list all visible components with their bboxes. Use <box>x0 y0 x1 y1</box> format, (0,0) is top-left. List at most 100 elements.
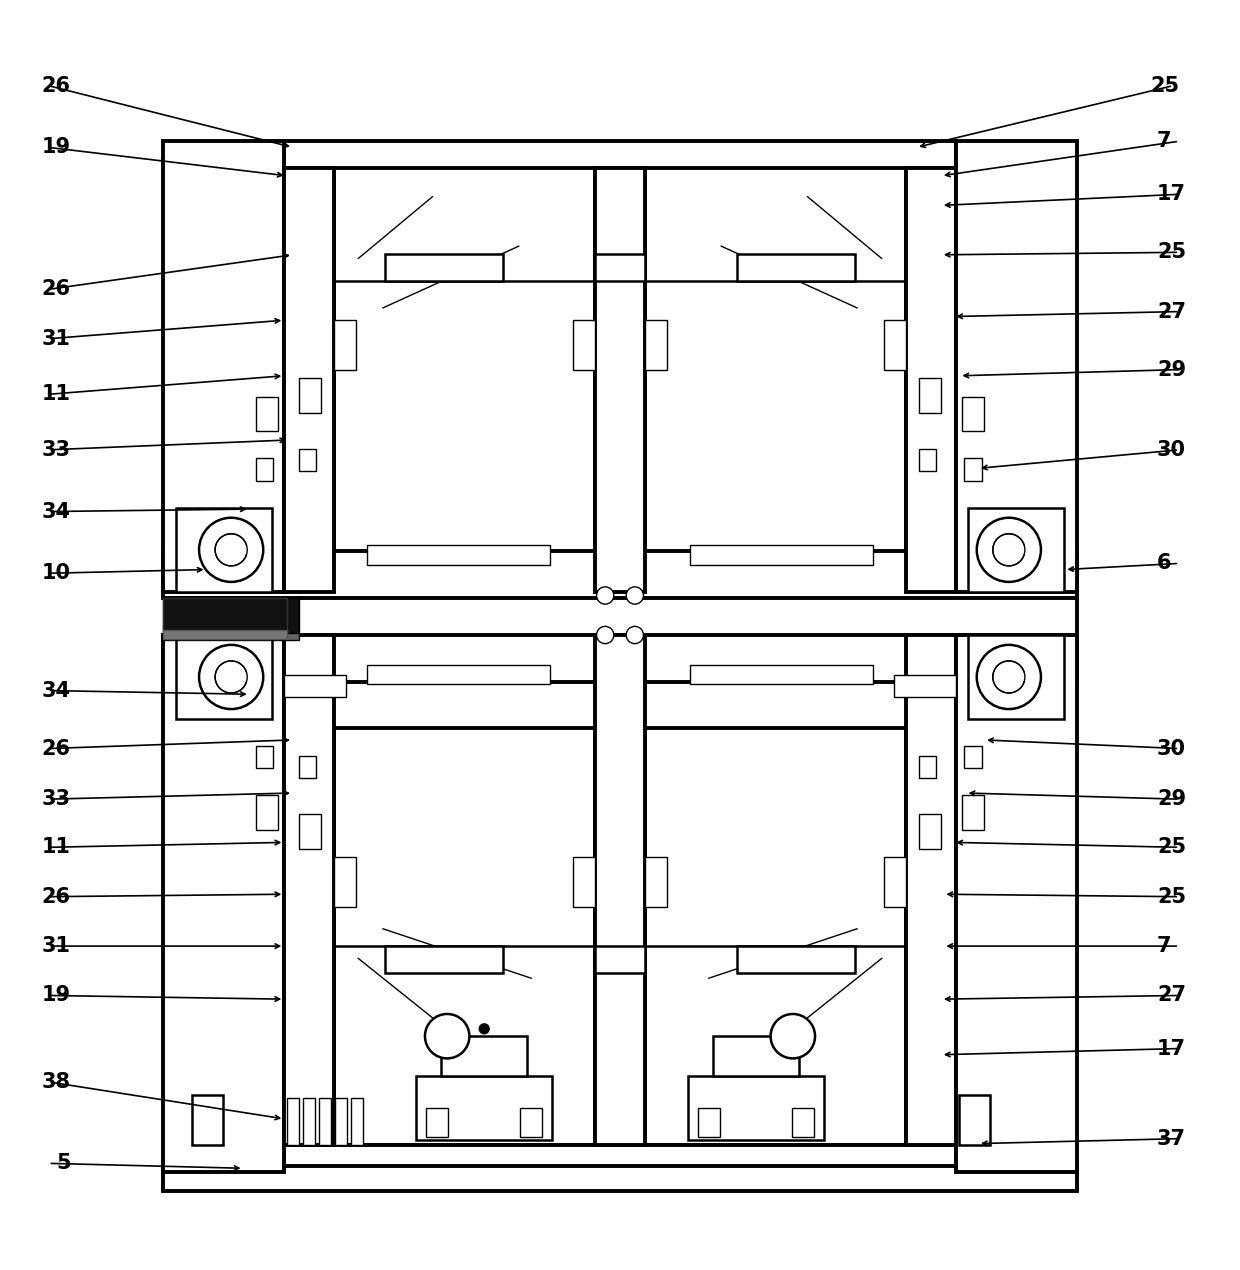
Bar <box>738 946 854 973</box>
Bar <box>284 141 956 169</box>
Text: 26: 26 <box>42 279 71 300</box>
Bar <box>284 635 334 1144</box>
Bar <box>968 635 1064 719</box>
Bar <box>164 1166 1076 1190</box>
Text: 31: 31 <box>42 936 71 956</box>
Text: 17: 17 <box>1157 1039 1185 1058</box>
Bar <box>573 320 595 370</box>
Bar <box>595 635 645 1144</box>
Bar <box>334 728 595 1144</box>
Bar <box>968 508 1064 592</box>
Bar <box>367 664 549 685</box>
Bar <box>367 545 549 565</box>
Bar <box>698 1107 720 1138</box>
Bar <box>645 150 906 568</box>
Bar <box>595 169 645 592</box>
Bar <box>645 728 906 1144</box>
Text: 26: 26 <box>42 886 71 907</box>
Circle shape <box>200 518 263 582</box>
Circle shape <box>626 626 644 644</box>
Text: 34: 34 <box>42 681 71 701</box>
Bar <box>255 396 278 432</box>
Bar <box>573 857 595 907</box>
Bar <box>164 630 286 639</box>
Text: 26: 26 <box>42 739 71 758</box>
Circle shape <box>993 533 1025 566</box>
Bar <box>386 946 502 973</box>
Bar <box>164 141 284 592</box>
Text: 30: 30 <box>1157 439 1185 460</box>
Bar <box>334 857 356 907</box>
Text: 7: 7 <box>1157 936 1172 956</box>
Text: 5: 5 <box>56 1153 71 1173</box>
Circle shape <box>215 533 247 566</box>
Bar <box>441 1036 527 1076</box>
Bar <box>884 857 906 907</box>
Text: 25: 25 <box>1157 837 1187 857</box>
Text: 19: 19 <box>42 137 71 157</box>
Bar <box>919 448 936 471</box>
Text: 33: 33 <box>42 439 71 460</box>
Text: 33: 33 <box>42 789 71 809</box>
Bar <box>906 635 956 1144</box>
Bar <box>164 598 286 632</box>
Circle shape <box>215 660 247 693</box>
Text: 11: 11 <box>42 837 71 857</box>
Bar <box>299 448 316 471</box>
Bar <box>738 254 854 281</box>
Circle shape <box>200 645 263 709</box>
Bar <box>965 745 982 768</box>
Bar <box>164 635 284 1172</box>
Bar <box>284 559 1076 639</box>
Bar <box>284 1144 956 1172</box>
Circle shape <box>993 660 1025 693</box>
Bar <box>299 378 321 413</box>
Bar <box>688 1076 823 1140</box>
Circle shape <box>770 1013 815 1058</box>
Bar <box>164 598 299 635</box>
Bar <box>164 551 1076 598</box>
Circle shape <box>977 518 1040 582</box>
Bar <box>255 795 278 831</box>
Bar <box>894 674 956 697</box>
Bar <box>906 169 956 592</box>
Bar <box>427 1107 449 1138</box>
Bar <box>965 458 982 480</box>
Bar <box>284 674 346 697</box>
Bar <box>303 1099 315 1144</box>
Bar <box>691 664 873 685</box>
Circle shape <box>977 645 1040 709</box>
Bar <box>919 378 941 413</box>
Bar <box>884 320 906 370</box>
Bar <box>335 1099 347 1144</box>
Circle shape <box>626 587 644 605</box>
Bar <box>164 632 299 640</box>
Text: 7: 7 <box>1157 131 1172 151</box>
Bar <box>255 458 273 480</box>
Circle shape <box>425 1013 470 1058</box>
Bar <box>919 756 936 779</box>
Bar <box>645 320 667 370</box>
Text: 37: 37 <box>1157 1129 1185 1148</box>
Bar <box>960 1096 991 1144</box>
Text: 25: 25 <box>1151 76 1180 95</box>
Bar <box>595 254 645 281</box>
Bar <box>691 545 873 565</box>
Bar <box>962 396 985 432</box>
Text: 38: 38 <box>42 1072 71 1092</box>
Text: 6: 6 <box>1157 554 1172 573</box>
Circle shape <box>596 587 614 605</box>
Circle shape <box>480 1024 489 1034</box>
Bar <box>334 320 356 370</box>
Text: 11: 11 <box>42 385 71 404</box>
Bar <box>956 635 1076 1172</box>
Bar <box>919 814 941 848</box>
Text: 17: 17 <box>1157 184 1185 204</box>
Text: 19: 19 <box>42 986 71 1006</box>
Bar <box>956 141 1076 592</box>
Text: 10: 10 <box>42 564 71 583</box>
Bar <box>962 795 985 831</box>
Text: 34: 34 <box>42 502 71 522</box>
Text: 26: 26 <box>42 76 71 95</box>
Text: 27: 27 <box>1157 301 1185 321</box>
